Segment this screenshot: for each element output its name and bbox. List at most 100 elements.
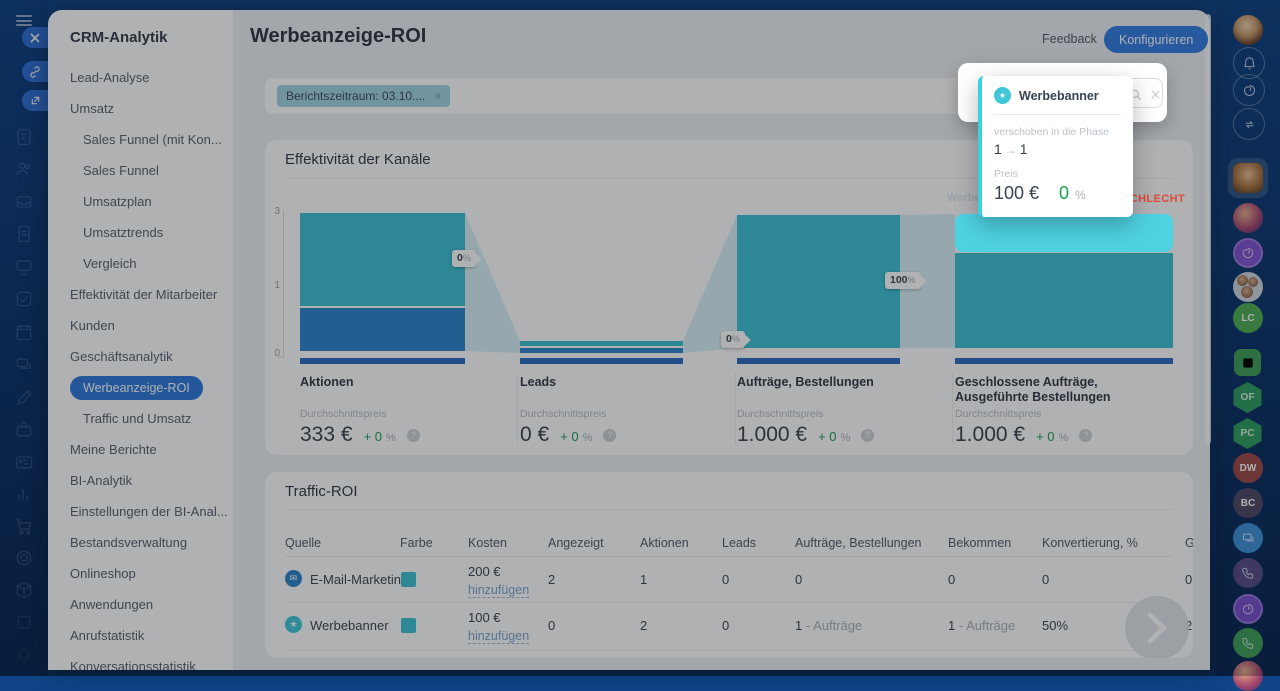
user-avatar[interactable] (1233, 15, 1263, 45)
col-farbe[interactable]: Farbe (400, 536, 433, 550)
col-bekommen[interactable]: Bekommen (948, 536, 1011, 550)
chat-badge-pc[interactable]: PC (1232, 418, 1263, 449)
briefcase-icon[interactable] (14, 420, 34, 440)
puzzle-icon[interactable] (14, 612, 34, 632)
filter-chip-report-period[interactable]: Berichtszeitraum: 03.10.... × (277, 85, 450, 107)
col-leads[interactable]: Leads (722, 536, 756, 550)
sidebar-item-bi-einstellungen[interactable]: Einstellungen der BI-Anal... (48, 496, 233, 527)
sidebar-item-effektivitaet[interactable]: Effektivität der Mitarbeiter (48, 279, 233, 310)
highlighted-funnel-segment[interactable] (955, 214, 1173, 252)
col-konvertierung[interactable]: Konvertierung, % (1042, 536, 1138, 550)
funnel-bar-leads-werbebanner[interactable] (520, 341, 683, 346)
box-icon[interactable] (14, 580, 34, 600)
help-icon[interactable]: ? (603, 429, 616, 442)
copilot-button[interactable] (1233, 74, 1265, 106)
contact-card-icon[interactable] (14, 452, 34, 472)
cost-value: 100 € (468, 610, 501, 625)
presentation-icon[interactable] (14, 257, 34, 277)
sidebar-item-onlineshop[interactable]: Onlineshop (48, 558, 233, 589)
add-cost-link[interactable]: hinzufügen (468, 629, 529, 644)
open-lines-chat[interactable] (1233, 523, 1263, 553)
panel-scrollbar[interactable] (1205, 14, 1211, 444)
call-chat-2[interactable] (1233, 628, 1263, 658)
menu-icon[interactable] (16, 15, 32, 26)
sidebar-item-anrufstatistik[interactable]: Anrufstatistik (48, 620, 233, 651)
close-slider-button[interactable] (22, 27, 48, 48)
funnel-bar-geschlossene-werbebanner[interactable] (955, 253, 1173, 348)
feedback-button[interactable]: Feedback (1027, 27, 1112, 51)
funnel-bar-aktionen-email[interactable] (300, 308, 465, 351)
filter-chip-label: Berichtszeitraum: 03.10.... (286, 89, 425, 103)
copilot-chat-avatar[interactable] (1233, 238, 1263, 268)
sidebar-item-umsatztrends[interactable]: Umsatztrends (48, 217, 233, 248)
sidebar-item-sales-funnel[interactable]: Sales Funnel (48, 155, 233, 186)
copilot-chat-2[interactable] (1233, 594, 1263, 624)
sidebar-item-werbeanzeige-roi[interactable]: Werbeanzeige-ROI (48, 372, 233, 403)
funnel-bar-leads-email[interactable] (520, 348, 683, 353)
cart-icon[interactable] (14, 516, 34, 536)
funnel-bar-auftraege-werbebanner[interactable] (737, 215, 900, 348)
active-chat-avatar[interactable] (1228, 158, 1268, 198)
help-icon[interactable]: ? (407, 429, 420, 442)
history-sync-button[interactable] (1233, 108, 1265, 140)
price-value: 100 € (994, 183, 1039, 204)
chat-icon[interactable] (14, 355, 34, 375)
document-icon[interactable] (14, 127, 34, 147)
sidebar-item-umsatz[interactable]: Umsatz (48, 93, 233, 124)
close-icon (30, 33, 40, 43)
inbox-icon[interactable] (14, 192, 34, 212)
calendar-icon[interactable] (14, 322, 34, 342)
help-icon[interactable]: ? (861, 429, 874, 442)
table-scroll-right-button[interactable] (1125, 596, 1189, 658)
tasks-chat-avatar[interactable] (1234, 349, 1261, 376)
pencil-icon[interactable] (14, 388, 34, 408)
group-chat-avatar[interactable] (1233, 272, 1263, 302)
sidebar-item-umsatzplan[interactable]: Umsatzplan (48, 186, 233, 217)
configure-button[interactable]: Konfigurieren (1104, 26, 1208, 53)
open-in-new-button[interactable] (22, 90, 48, 111)
users-icon[interactable] (14, 159, 34, 179)
sidebar-item-kunden[interactable]: Kunden (48, 310, 233, 341)
col-angezeigt[interactable]: Angezeigt (548, 536, 604, 550)
sidebar-item-vergleich[interactable]: Vergleich (48, 248, 233, 279)
bar-chart-icon[interactable] (14, 484, 34, 504)
col-gewinn[interactable]: Gewinn (1185, 536, 1193, 550)
leads-value: 0 (722, 618, 729, 633)
actions-value: 2 (640, 618, 647, 633)
price-delta-unit: % (1075, 188, 1086, 202)
col-aktionen[interactable]: Aktionen (640, 536, 689, 550)
sidebar-item-lead-analyse[interactable]: Lead-Analyse (48, 62, 233, 93)
conversion-badge-2: 0% (721, 331, 745, 348)
copy-link-button[interactable] (22, 61, 48, 82)
sidebar-item-bi-analytik[interactable]: BI-Analytik (48, 465, 233, 496)
sidebar-item-sales-funnel-kon[interactable]: Sales Funnel (mit Kon... (48, 124, 233, 155)
add-cost-link[interactable]: hinzufügen (468, 583, 529, 598)
chat-badge-dw[interactable]: DW (1233, 453, 1263, 483)
conversion-value: 0 (1042, 572, 1049, 587)
clear-search-icon[interactable] (1149, 88, 1162, 106)
tasks-check-icon[interactable] (14, 289, 34, 309)
chat-badge-bc[interactable]: BC (1233, 488, 1263, 518)
gear-icon[interactable] (14, 644, 34, 664)
chip-close-icon[interactable]: × (434, 89, 441, 103)
sidebar-item-traffic-und-umsatz[interactable]: Traffic und Umsatz (48, 403, 233, 434)
chat-badge-of[interactable]: OF (1232, 382, 1263, 413)
col-kosten[interactable]: Kosten (468, 536, 507, 550)
chat-avatar[interactable] (1233, 203, 1263, 233)
funnel-bar-aktionen-werbebanner[interactable] (300, 213, 465, 306)
file-icon[interactable] (14, 224, 34, 244)
sidebar-item-meine-berichte[interactable]: Meine Berichte (48, 434, 233, 465)
col-quelle[interactable]: Quelle (285, 536, 321, 550)
avatar (1233, 163, 1263, 193)
sidebar-item-geschaeftsanalytik[interactable]: Geschäftsanalytik (48, 341, 233, 372)
sidebar-item-konversationsstatistik[interactable]: Konversationsstatistik (48, 651, 233, 670)
conversion-badge-1: 0% (452, 250, 476, 267)
sidebar-item-bestandsverwaltung[interactable]: Bestandsverwaltung (48, 527, 233, 558)
chat-avatar-partial[interactable] (1233, 661, 1263, 691)
crm-target-icon[interactable] (14, 548, 34, 568)
help-icon[interactable]: ? (1079, 429, 1092, 442)
sidebar-item-anwendungen[interactable]: Anwendungen (48, 589, 233, 620)
col-auftraege[interactable]: Aufträge, Bestellungen (795, 536, 921, 550)
call-chat-1[interactable] (1233, 558, 1263, 588)
chat-badge-lc[interactable]: LC (1233, 303, 1263, 333)
